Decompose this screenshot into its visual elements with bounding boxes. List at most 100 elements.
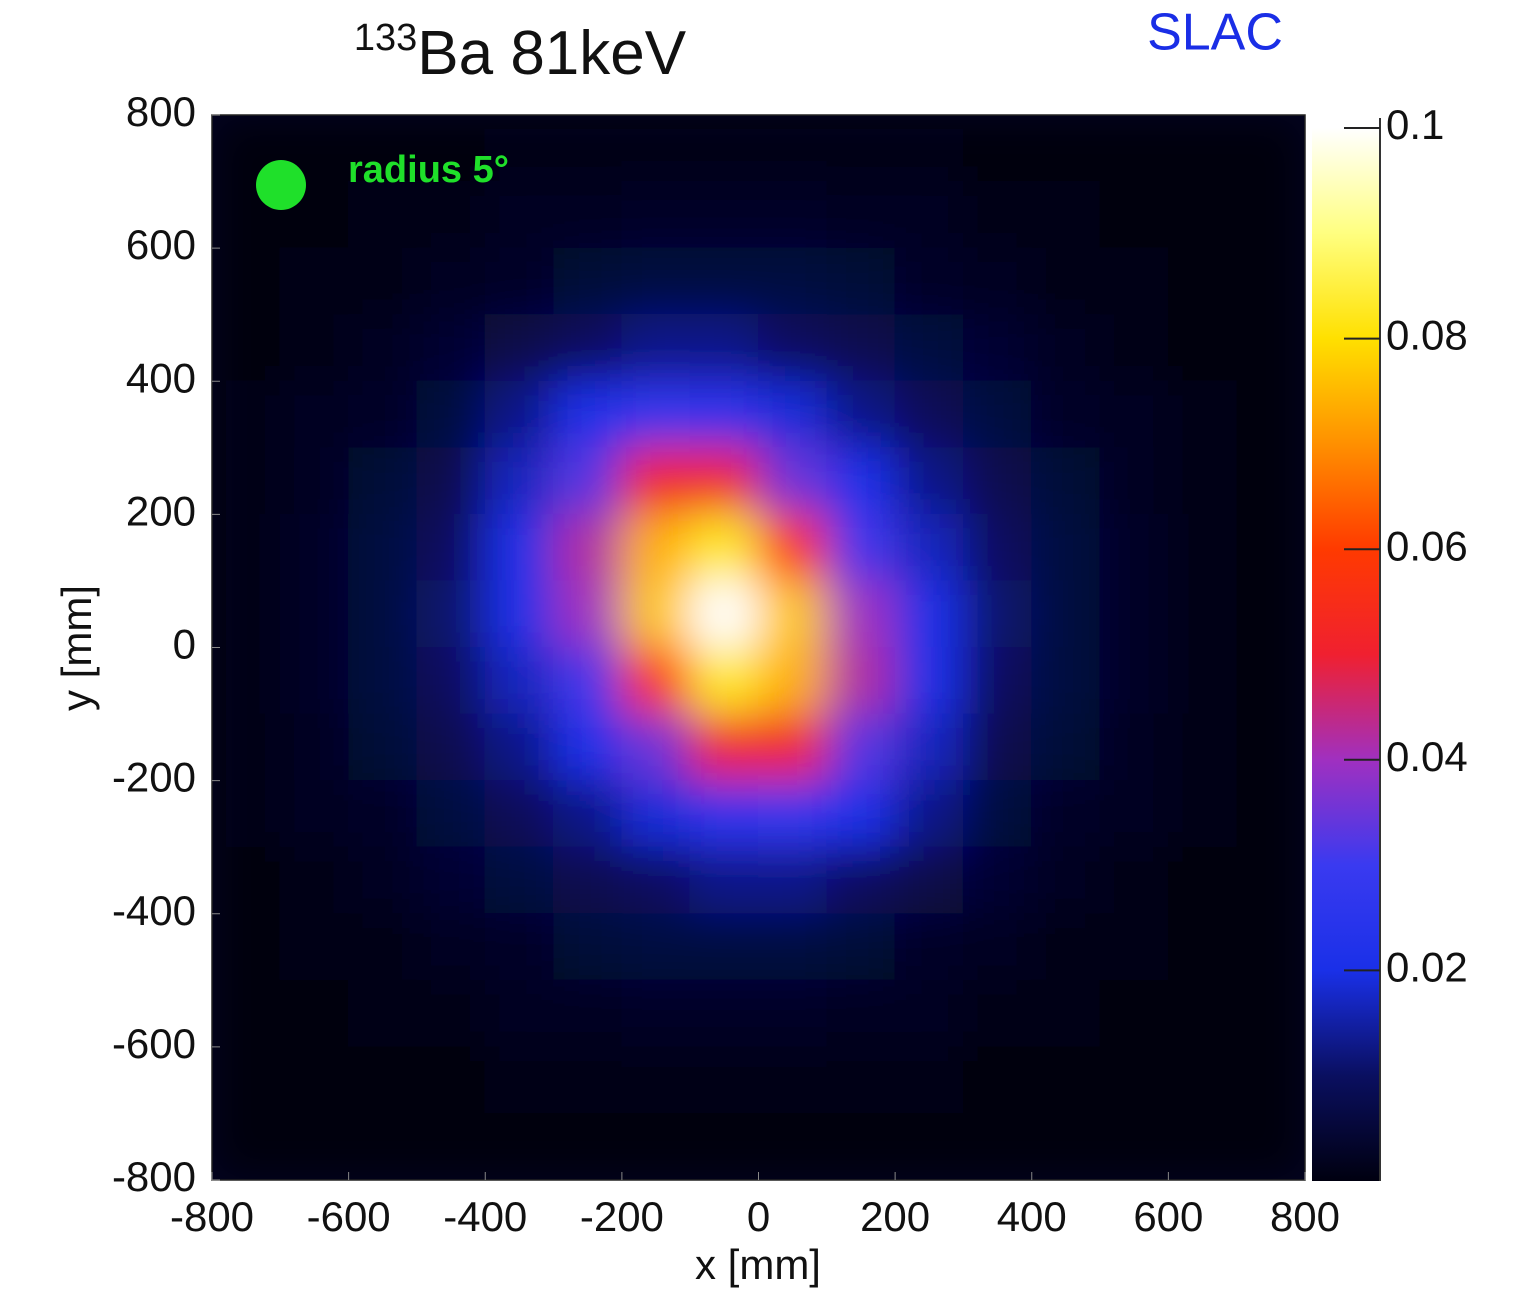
heatmap-cell	[894, 513, 964, 582]
heatmap-cell	[1236, 647, 1305, 715]
chart-title: Ba 81keV	[417, 19, 687, 88]
colorbar-tick-label: 0.04	[1386, 733, 1468, 780]
heatmap-cell	[212, 513, 281, 582]
heatmap-cell	[1236, 380, 1305, 449]
heatmap-cell	[1099, 846, 1169, 915]
heatmap-cell	[484, 713, 555, 782]
heatmap-cell	[484, 979, 555, 1048]
y-tick-label: -400	[112, 887, 196, 934]
heatmap-cell	[553, 647, 623, 715]
heatmap-cell	[1167, 447, 1238, 515]
heatmap-cell	[621, 380, 691, 449]
heatmap-cell	[826, 979, 896, 1048]
heatmap-cell	[962, 913, 1033, 981]
heatmap-cell	[348, 115, 418, 183]
heatmap-cell	[279, 780, 350, 848]
colorbar-tick-label: 0.1	[1386, 101, 1444, 148]
heatmap-cell	[416, 247, 486, 316]
heatmap-cell	[212, 979, 281, 1048]
x-tick-label: 600	[1133, 1193, 1203, 1240]
heatmap-cell	[1099, 1046, 1169, 1114]
heatmap-cell	[962, 115, 1033, 183]
heatmap-cell	[1236, 979, 1305, 1048]
heatmap-cell	[553, 447, 623, 515]
heatmap-cell	[689, 780, 759, 848]
heatmap-cell	[962, 513, 1033, 582]
heatmap-cell	[212, 247, 281, 316]
heatmap-cell	[894, 447, 964, 515]
heatmap-cell	[1099, 979, 1169, 1048]
heatmap-cell	[348, 380, 418, 449]
heatmap-cell	[416, 314, 486, 382]
heatmap-cell	[212, 647, 281, 715]
heatmap-cell	[553, 115, 623, 183]
heatmap-cell	[621, 713, 691, 782]
colorbar-tick-label: 0.08	[1386, 312, 1468, 359]
heatmap-cell	[1099, 713, 1169, 782]
y-tick-label: 800	[126, 88, 196, 135]
heatmap-cell	[689, 713, 759, 782]
heatmap-cell	[894, 580, 964, 648]
heatmap-cell	[1167, 713, 1238, 782]
heatmap-cell	[962, 979, 1033, 1048]
heatmap-cell	[348, 846, 418, 915]
heatmap-cell	[1167, 846, 1238, 915]
heatmap-cell	[621, 1112, 691, 1180]
heatmap-cell	[416, 846, 486, 915]
heatmap-cell	[553, 780, 623, 848]
heatmap-cell	[826, 647, 896, 715]
heatmap-cell	[1236, 713, 1305, 782]
heatmap-cell	[962, 314, 1033, 382]
colorbar-tick-label: 0.06	[1386, 522, 1468, 569]
heatmap-cell	[416, 447, 486, 515]
heatmap-cell	[1099, 314, 1169, 382]
heatmap-cell	[1099, 580, 1169, 648]
colorbar-tick-label: 0.02	[1386, 943, 1468, 990]
heatmap-cell	[1031, 115, 1101, 183]
heatmap-cell	[416, 380, 486, 449]
heatmap-cell	[348, 713, 418, 782]
heatmap-cell	[416, 115, 486, 183]
heatmap-cell	[484, 1112, 555, 1180]
heatmap-cell	[621, 979, 691, 1048]
heatmap-cell	[279, 580, 350, 648]
heatmap-cell	[1167, 380, 1238, 449]
heatmap-cell	[484, 447, 555, 515]
heatmap-cell	[553, 513, 623, 582]
heatmap-cell	[348, 780, 418, 848]
heatmap-cell	[348, 181, 418, 249]
heatmap-cell	[621, 314, 691, 382]
heatmap-cell	[1031, 647, 1101, 715]
heatmap-cell	[279, 647, 350, 715]
heatmap-cell	[689, 447, 759, 515]
heatmap-cell	[1236, 780, 1305, 848]
heatmap-cell	[1167, 181, 1238, 249]
x-tick-label: 0	[747, 1193, 770, 1240]
heatmap-cell	[894, 247, 964, 316]
heatmap-cell	[826, 913, 896, 981]
heatmap-cell	[1099, 181, 1169, 249]
heatmap-cell	[1099, 115, 1169, 183]
heatmap-cell	[1236, 1046, 1305, 1114]
heatmap-cell	[1167, 580, 1238, 648]
y-tick-label: 400	[126, 354, 196, 401]
heatmap-cell	[894, 115, 964, 183]
heatmap-cell	[1099, 447, 1169, 515]
heatmap-cell	[348, 1112, 418, 1180]
heatmap-cell	[894, 780, 964, 848]
y-tick-label: -800	[112, 1153, 196, 1200]
heatmap-cell	[212, 580, 281, 648]
x-tick-label: 800	[1270, 1193, 1340, 1240]
heatmap-cell	[484, 181, 555, 249]
heatmap-cell	[826, 115, 896, 183]
heatmap-cells	[212, 115, 1305, 1180]
heatmap-cell	[689, 979, 759, 1048]
heatmap-cell	[894, 314, 964, 382]
heatmap-cell	[689, 647, 759, 715]
heatmap-cell	[416, 513, 486, 582]
heatmap-cell	[416, 713, 486, 782]
heatmap-cell	[212, 314, 281, 382]
heatmap-cell	[212, 780, 281, 848]
heatmap-cell	[416, 1046, 486, 1114]
heatmap-cell	[1167, 780, 1238, 848]
